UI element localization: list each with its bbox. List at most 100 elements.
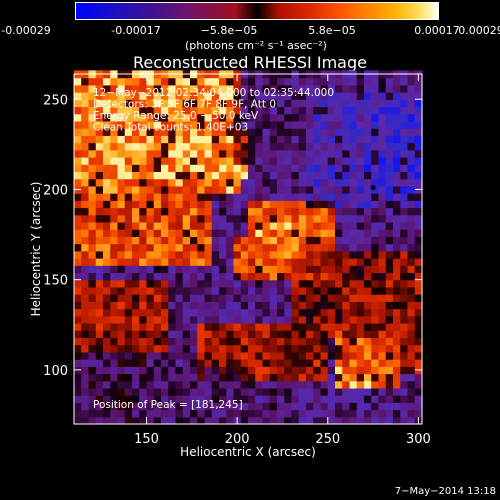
heatmap-cell: [378, 185, 387, 194]
heatmap-cell: [298, 236, 307, 245]
heatmap-cell: [371, 135, 380, 144]
heatmap-cell: [320, 380, 329, 389]
heatmap-cell: [204, 113, 213, 122]
heatmap-cell: [204, 149, 213, 158]
heatmap-cell: [88, 380, 97, 389]
heatmap-cell: [407, 120, 416, 129]
heatmap-cell: [81, 135, 90, 144]
heatmap-cell: [335, 207, 343, 216]
heatmap-cell: [211, 229, 220, 237]
heatmap-cell: [190, 135, 198, 144]
heatmap-cell: [400, 178, 409, 187]
heatmap-cell: [204, 128, 213, 136]
heatmap-cell: [364, 229, 372, 237]
heatmap-cell: [117, 229, 126, 237]
heatmap-cell: [371, 207, 380, 216]
heatmap-cell: [298, 229, 307, 237]
heatmap-cell: [371, 221, 380, 230]
heatmap-cell: [117, 337, 126, 346]
heatmap-cell: [248, 193, 256, 201]
heatmap-cell: [110, 200, 119, 209]
heatmap-cell: [269, 106, 278, 115]
heatmap-cell: [81, 351, 90, 360]
heatmap-cell: [146, 92, 155, 100]
heatmap-cell: [132, 229, 140, 237]
heatmap-cell: [233, 409, 242, 418]
heatmap-cell: [110, 395, 119, 403]
heatmap-cell: [335, 272, 343, 281]
heatmap-cell: [226, 185, 235, 194]
heatmap-cell: [175, 265, 184, 274]
heatmap-cell: [146, 359, 155, 367]
heatmap-cell: [146, 272, 155, 281]
heatmap-cell: [153, 359, 162, 367]
heatmap-cell: [364, 77, 372, 86]
heatmap-cell: [74, 258, 82, 266]
heatmap-cell: [306, 409, 314, 418]
heatmap-cell: [161, 351, 169, 360]
heatmap-cell: [161, 308, 169, 317]
heatmap-cell: [393, 200, 401, 209]
heatmap-cell: [313, 92, 322, 100]
heatmap-cell: [182, 351, 191, 360]
heatmap-cell: [226, 366, 235, 375]
heatmap-cell: [269, 229, 278, 237]
heatmap-cell: [349, 178, 358, 187]
heatmap-cell: [262, 337, 271, 346]
heatmap-cell: [139, 135, 148, 144]
heatmap-cell: [291, 214, 300, 223]
heatmap-cell: [226, 200, 235, 209]
heatmap-cell: [298, 149, 307, 158]
heatmap-cell: [117, 294, 126, 302]
heatmap-cell: [240, 380, 249, 389]
heatmap-cell: [204, 120, 213, 129]
heatmap-cell: [204, 142, 213, 151]
heatmap-cell: [88, 128, 97, 136]
heatmap-cell: [393, 272, 401, 281]
heatmap-cell: [291, 250, 300, 259]
heatmap-cell: [168, 92, 177, 100]
heatmap-cell: [175, 308, 184, 317]
heatmap-cell: [240, 236, 249, 245]
heatmap-cell: [233, 200, 242, 209]
heatmap-cell: [298, 380, 307, 389]
y-tick-label: 100: [43, 364, 68, 379]
heatmap-cell: [393, 395, 401, 403]
heatmap-cell: [139, 77, 148, 86]
heatmap-cell: [190, 301, 198, 310]
heatmap-cell: [233, 344, 242, 353]
heatmap-cell: [284, 359, 293, 367]
heatmap-cell: [110, 229, 119, 237]
heatmap-cell: [378, 380, 387, 389]
heatmap-cell: [284, 243, 293, 252]
heatmap-cell: [132, 416, 140, 425]
heatmap-cell: [371, 373, 380, 382]
heatmap-cell: [168, 272, 177, 281]
heatmap-cell: [153, 301, 162, 310]
heatmap-cell: [190, 214, 198, 223]
heatmap-cell: [298, 193, 307, 201]
heatmap-cell: [320, 200, 329, 209]
heatmap-cell: [255, 301, 264, 310]
heatmap-cell: [168, 77, 177, 86]
heatmap-cell: [335, 185, 343, 194]
heatmap-cell: [204, 200, 213, 209]
heatmap-cell: [95, 315, 104, 324]
heatmap-cell: [139, 99, 148, 108]
heatmap-cell: [327, 92, 336, 100]
heatmap-cell: [407, 149, 416, 158]
heatmap-cell: [211, 113, 220, 122]
heatmap-cell: [103, 178, 111, 187]
heatmap-cell: [117, 243, 126, 252]
heatmap-cell: [414, 315, 423, 324]
heatmap-cell: [204, 164, 213, 173]
heatmap-cell: [146, 322, 155, 331]
heatmap-cell: [182, 221, 191, 230]
heatmap-cell: [103, 171, 111, 180]
heatmap-cell: [204, 279, 213, 288]
heatmap-cell: [110, 337, 119, 346]
heatmap-cell: [81, 221, 90, 230]
heatmap-cell: [298, 351, 307, 360]
heatmap-cell: [277, 84, 285, 93]
heatmap-cell: [269, 373, 278, 382]
